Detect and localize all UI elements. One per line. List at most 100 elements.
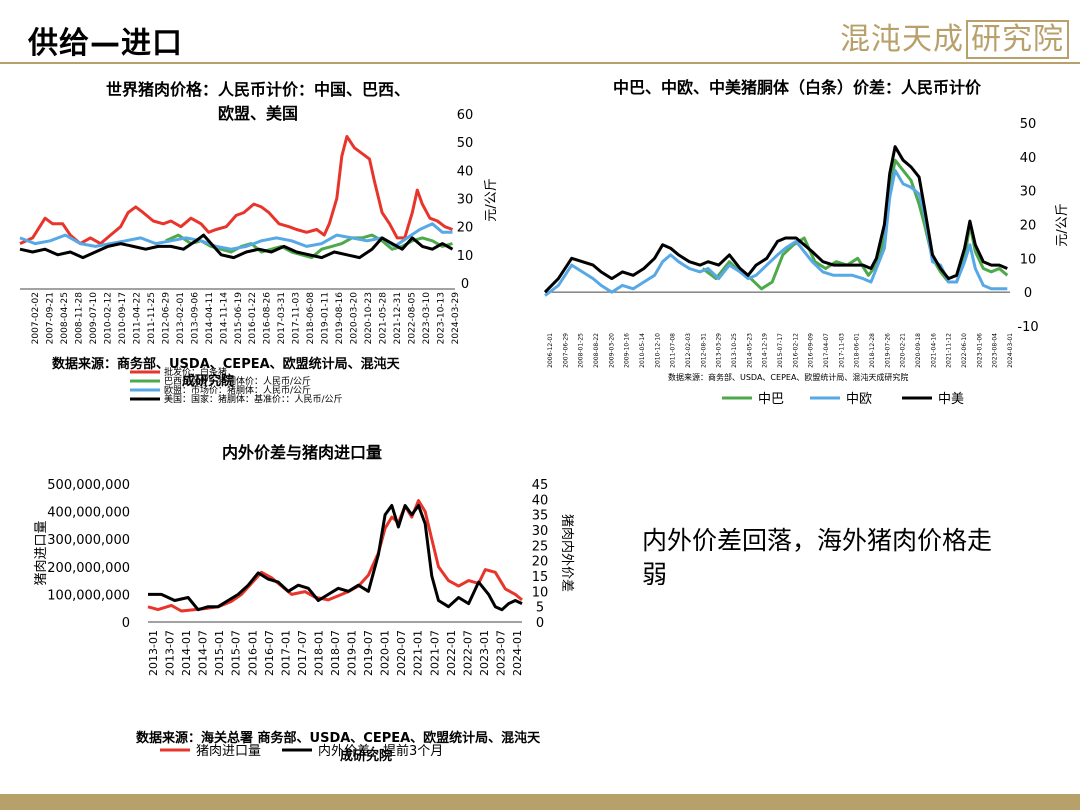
chart2-y-tick: 20 (1020, 219, 1037, 234)
chart1-x-tick: 2016-08-26 (263, 292, 273, 345)
chart1-x-tick: 2017-03-31 (277, 292, 287, 344)
chart1-x-tick: 2019-08-16 (335, 292, 345, 345)
chart1-y-tick: 20 (457, 221, 474, 236)
chart3-x-tick: 2020-01 (379, 630, 392, 676)
chart2-series-2 (543, 145, 1008, 294)
chart1-y-tick: 10 (457, 249, 474, 264)
chart1-y-tick: 40 (457, 164, 474, 179)
chart2-legend-label: 中巴 (758, 392, 784, 407)
chart3-x-tick: 2018-01 (312, 630, 325, 676)
chart3-x-tick: 2022-07 (461, 630, 474, 676)
chart3-x-tick: 2023-07 (494, 630, 507, 676)
chart3-x-tick: 2014-01 (180, 630, 193, 676)
chart2-x-tick: 2018-06-01 (854, 333, 861, 368)
chart2-x-tick: 2015-07-17 (777, 333, 784, 368)
chart1-x-tick: 2023-03-10 (422, 292, 432, 345)
chart1-x-tick: 2011-11-25 (147, 292, 157, 344)
chart2-y-tick: -10 (1017, 320, 1038, 335)
chart1-legend-label: 欧盟：市场价：猪胴体：人民币/公斤 (164, 384, 311, 396)
chart2-x-tick: 2017-11-03 (838, 333, 845, 368)
chart2-title: 中巴、中欧、中美猪胴体（白条）价差：人民币计价 (613, 78, 982, 97)
chart2-x-tick: 2010-12-10 (654, 333, 661, 368)
chart3-y-tick: 200,000,000 (47, 561, 130, 576)
chart1-x-tick: 2014-04-11 (205, 292, 215, 344)
chart3-x-tick: 2020-07 (395, 630, 408, 676)
chart3-y-tick: 500,000,000 (47, 478, 130, 493)
chart3-y2-tick: 15 (532, 570, 549, 585)
chart3-x-tick: 2017-01 (279, 630, 292, 676)
chart2-legend-label: 中美 (938, 392, 964, 407)
chart3-y2-tick: 35 (532, 509, 549, 524)
chart1-x-tick: 2014-11-14 (219, 292, 229, 345)
chart1-x-tick: 2020-10-23 (364, 292, 374, 344)
chart3-x-tick: 2014-07 (197, 630, 210, 676)
chart3-series-0 (147, 499, 523, 613)
chart1-series-3 (19, 233, 454, 260)
chart1-x-tick: 2011-04-22 (132, 292, 142, 344)
chart3-y-tick: 100,000,000 (47, 588, 130, 603)
chart1-y-tick: 30 (457, 193, 474, 208)
chart3-x-tick: 2022-01 (445, 630, 458, 676)
chart2-x-tick: 2023-08-04 (992, 333, 999, 368)
chart1-x-tick: 2009-07-10 (89, 292, 99, 345)
chart2-x-tick: 2020-02-21 (900, 333, 907, 368)
chart2-x-tick: 2023-01-06 (976, 333, 983, 368)
chart2-source: 数据来源：商务部、USDA、CEPEA、欧盟统计局、混沌天成研究院 (668, 372, 908, 382)
chart1-x-tick: 2016-01-22 (248, 292, 258, 344)
chart3-legend-label: 猪肉进口量 (196, 744, 261, 759)
chart2-x-tick: 2011-07-08 (670, 333, 677, 368)
chart2-y-tick: 10 (1020, 252, 1037, 267)
chart2-y-label: 元/公斤 (1055, 203, 1070, 246)
chart2-x-tick: 2016-09-09 (808, 333, 815, 368)
chart2-x-tick: 2006-12-01 (547, 333, 554, 368)
chart3-source-cont: 成研究院 (340, 748, 392, 764)
chart1-x-tick: 2021-12-31 (393, 292, 403, 344)
chart3-x-tick: 2013-01 (147, 630, 160, 676)
chart2-x-tick: 2021-11-12 (946, 333, 953, 368)
chart2-legend-label: 中欧 (846, 392, 872, 407)
chart2-x-tick: 2013-10-25 (731, 333, 738, 368)
chart1-y-tick: 0 (461, 277, 469, 292)
chart3-x-tick: 2019-07 (362, 630, 375, 676)
chart1-x-tick: 2008-11-28 (74, 292, 84, 345)
chart3-x-tick: 2021-07 (428, 630, 441, 676)
chart1-x-tick: 2010-09-17 (118, 292, 128, 344)
chart3-x-tick: 2024-01 (511, 630, 524, 676)
chart3-y2-tick: 0 (536, 616, 544, 631)
chart1-legend-label: 美国：国家：猪胴体：基准价：：人民币/公斤 (164, 393, 343, 405)
chart3-y2-tick: 45 (532, 478, 549, 493)
chart3-x-tick: 2015-01 (213, 630, 226, 676)
chart3-y-tick: 300,000,000 (47, 533, 130, 548)
callout-text: 内外价差回落，海外猪肉价格走弱 (642, 526, 993, 589)
chart2-x-tick: 2016-02-12 (792, 333, 799, 368)
chart2-x-tick: 2019-07-26 (884, 333, 891, 368)
chart3-x-tick: 2013-07 (164, 630, 177, 676)
chart3-x-tick: 2023-01 (478, 630, 491, 676)
chart2-y-tick: 30 (1020, 185, 1037, 200)
chart3-series-1 (148, 504, 523, 612)
chart1-x-tick: 2007-02-02 (31, 292, 41, 344)
chart1-legend-label: 巴西圣保罗：猪胴体价：人民币/公斤 (164, 375, 311, 387)
chart1-x-tick: 2020-03-20 (350, 292, 360, 345)
chart3-x-tick: 2016-01 (246, 630, 259, 676)
header-divider (0, 62, 1080, 64)
chart2-y-tick: 0 (1024, 286, 1032, 301)
chart2-x-tick: 2014-05-23 (746, 333, 753, 368)
chart1-x-tick: 2007-09-21 (45, 292, 55, 344)
chart1-source-cont: 成研究院 (182, 373, 234, 389)
chart1-series-0 (19, 135, 454, 246)
page-title: 供给—进口 (28, 26, 183, 61)
chart2-y-tick: 40 (1020, 151, 1037, 166)
chart2-x-tick: 2009-10-16 (624, 333, 631, 368)
chart3-x-tick: 2017-07 (296, 630, 309, 676)
chart2-x-tick: 2024-03-01 (1007, 333, 1014, 368)
chart1-source: 数据来源：商务部、USDA、CEPEA、欧盟统计局、混沌天 (52, 356, 401, 372)
chart3-source: 数据来源：海关总署 商务部、USDA、CEPEA、欧盟统计局、混沌天 (136, 730, 541, 746)
chart1-x-tick: 2022-08-05 (408, 292, 418, 344)
chart3-y2-tick: 10 (532, 585, 549, 600)
chart3-title: 内外价差与猪肉进口量 (222, 443, 382, 462)
chart3-y2-tick: 30 (532, 524, 549, 539)
chart1-x-tick: 2013-09-06 (190, 292, 200, 345)
chart1-y-tick: 50 (457, 136, 474, 151)
